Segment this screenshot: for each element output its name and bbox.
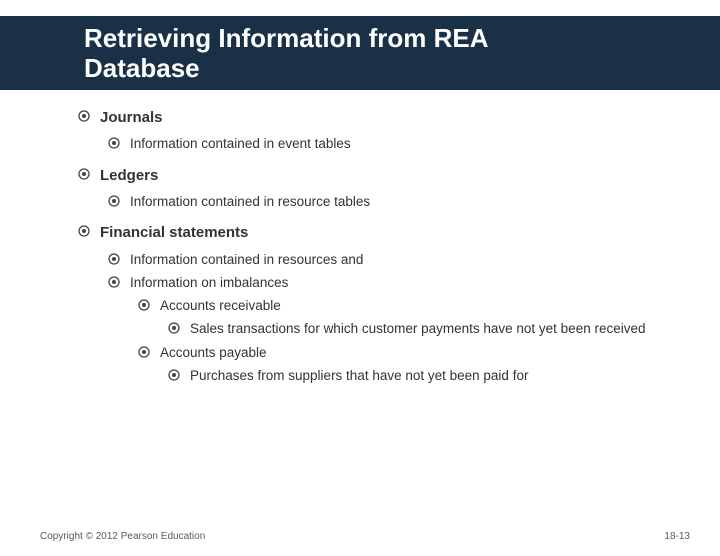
bullet-level2: Information contained in resource tables bbox=[108, 193, 670, 211]
title-line-1: Retrieving Information from REA bbox=[84, 23, 488, 53]
bullet-level3: Accounts payable bbox=[138, 344, 670, 362]
bullet-text: Information contained in resource tables bbox=[130, 193, 370, 211]
bullet-text: Purchases from suppliers that have not y… bbox=[190, 367, 528, 385]
bullet-level2: Information contained in resources and bbox=[108, 251, 670, 269]
target-bullet-icon bbox=[78, 168, 90, 180]
bullet-text: Accounts receivable bbox=[160, 297, 281, 315]
bullet-text: Ledgers bbox=[100, 166, 158, 186]
target-bullet-icon bbox=[138, 299, 150, 311]
bullet-level2: Information on imbalances bbox=[108, 274, 670, 292]
target-bullet-icon bbox=[108, 253, 120, 265]
bullet-text: Information contained in resources and bbox=[130, 251, 363, 269]
bullet-text: Financial statements bbox=[100, 223, 248, 243]
bullet-text: Information on imbalances bbox=[130, 274, 288, 292]
target-bullet-icon bbox=[78, 110, 90, 122]
slide-content: Journals Information contained in event … bbox=[78, 108, 670, 385]
copyright-text: Copyright © 2012 Pearson Education bbox=[40, 531, 205, 542]
target-bullet-icon bbox=[108, 137, 120, 149]
target-bullet-icon bbox=[108, 195, 120, 207]
page-number: 18-13 bbox=[664, 531, 690, 542]
target-bullet-icon bbox=[138, 346, 150, 358]
bullet-level3: Accounts receivable bbox=[138, 297, 670, 315]
bullet-level4: Sales transactions for which customer pa… bbox=[168, 320, 670, 338]
target-bullet-icon bbox=[78, 225, 90, 237]
bullet-text: Information contained in event tables bbox=[130, 135, 351, 153]
bullet-level1-financial: Financial statements bbox=[78, 223, 670, 243]
bullet-level1-ledgers: Ledgers bbox=[78, 166, 670, 186]
bullet-text: Accounts payable bbox=[160, 344, 267, 362]
bullet-text: Sales transactions for which customer pa… bbox=[190, 320, 646, 338]
footer: Copyright © 2012 Pearson Education 18-13 bbox=[40, 531, 690, 542]
title-bar: Retrieving Information from REA Database bbox=[0, 16, 720, 90]
bullet-level1-journals: Journals bbox=[78, 108, 670, 128]
title-line-2: Database bbox=[84, 53, 200, 83]
target-bullet-icon bbox=[108, 276, 120, 288]
target-bullet-icon bbox=[168, 322, 180, 334]
bullet-level4: Purchases from suppliers that have not y… bbox=[168, 367, 670, 385]
bullet-level2: Information contained in event tables bbox=[108, 135, 670, 153]
bullet-text: Journals bbox=[100, 108, 163, 128]
target-bullet-icon bbox=[168, 369, 180, 381]
slide-title: Retrieving Information from REA Database bbox=[84, 24, 720, 84]
